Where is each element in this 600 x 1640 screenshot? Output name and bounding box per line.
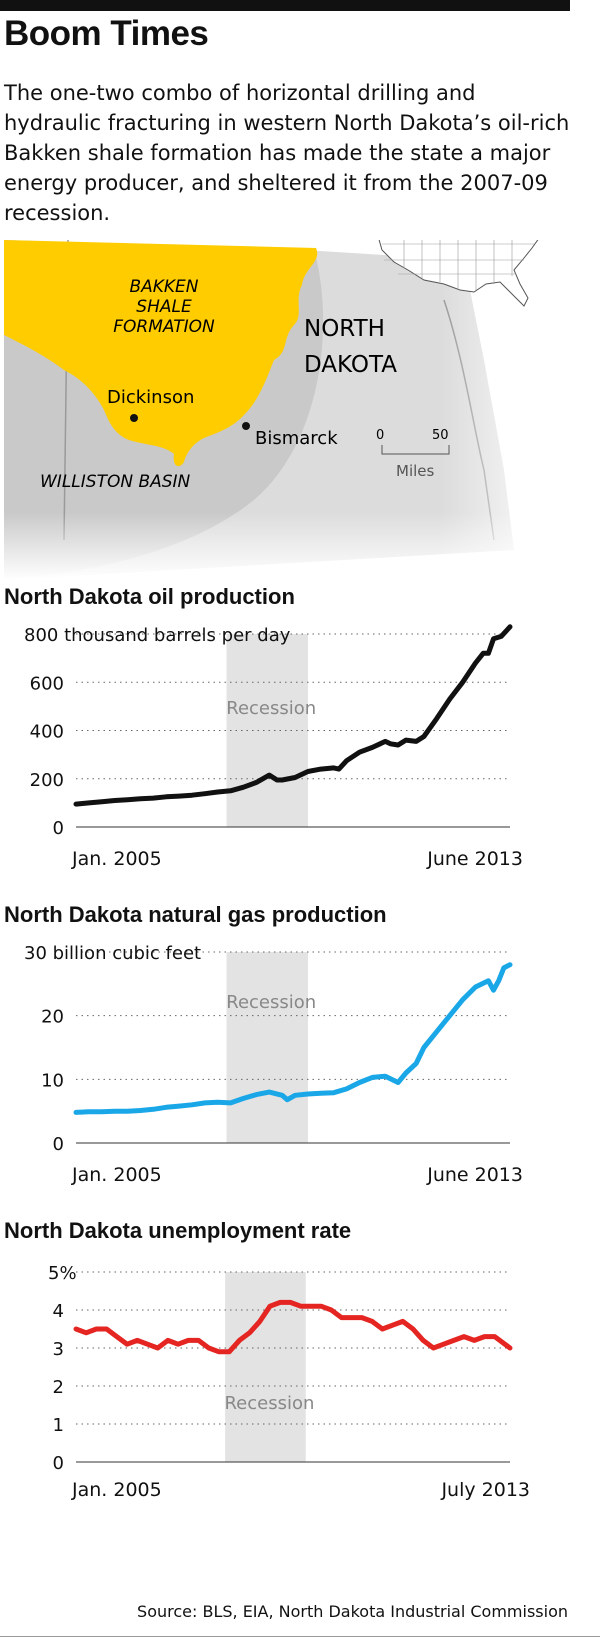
series-line [73,962,513,1115]
recession-band [226,634,308,827]
y-tick-label: 5% [48,1263,77,1284]
series-line [73,1299,513,1355]
formation-label-2: SHALE [136,297,192,317]
x-start-label: Jan. 2005 [71,848,162,870]
scale-bar: 0 50 Miles [376,428,450,480]
y-tick-label: 20 [41,1007,64,1028]
state-label-2: DAKOTA [304,352,397,378]
north-dakota-map: BAKKEN SHALE FORMATION NORTH DAKOTA Dick… [4,240,564,580]
page-title: Boom Times [4,14,209,53]
formation-label-1: BAKKEN [129,277,198,297]
x-end-label: July 2013 [440,1479,530,1501]
scale-end: 50 [432,428,449,443]
y-tick-label: 0 [53,818,64,839]
gas-chart-title: North Dakota natural gas production [4,902,387,927]
recession-band [226,952,308,1143]
recession-label: Recession [226,992,316,1013]
y-tick-label: 800 thousand barrels per day [24,625,291,646]
oil-production-chart: 0 200 400 600 800 thousand barrels per day Re… [24,624,523,870]
recession-label: Recession [224,1393,314,1414]
y-tick-label: 0 [53,1134,64,1155]
recession-label: Recession [226,698,316,719]
x-start-label: Jan. 2005 [71,1164,162,1186]
scale-unit: Miles [396,462,435,480]
y-tick-label: 0 [53,1453,64,1474]
y-tick-label: 600 [30,673,64,694]
dickinson-label: Dickinson [107,387,194,408]
state-label-1: NORTH [304,316,385,342]
us-outline [378,240,539,307]
intro-text: The one-two combo of horizontal drilling… [4,81,570,225]
unemployment-chart-title: North Dakota unemployment rate [4,1218,352,1243]
y-tick-label: 4 [53,1301,64,1322]
top-rule [0,0,570,11]
y-tick-label: 10 [41,1070,64,1091]
x-start-label: Jan. 2005 [71,1479,162,1501]
y-tick-label: 1 [53,1415,64,1436]
basin-label: WILLISTON BASIN [40,472,191,492]
oil-chart-title: North Dakota oil production [4,584,295,609]
y-tick-label: 30 billion cubic feet [24,943,201,964]
gas-production-chart: 0 10 20 30 billion cubic feet Recession Jan. … [24,943,523,1186]
y-tick-label: 2 [53,1377,64,1398]
series-line [73,624,513,807]
x-end-label: June 2013 [426,1164,523,1186]
y-tick-label: 3 [53,1339,64,1360]
source-note: Source: BLS, EIA, North Dakota Industria… [137,1602,568,1621]
dickinson-dot [130,414,138,422]
bismarck-label: Bismarck [255,428,338,449]
map-state-area [4,240,564,580]
recession-band [225,1272,306,1462]
y-tick-label: 200 [30,770,64,791]
unemployment-rate-chart: 0 1 2 3 4 5% Recession Jan. 2005 July 2013 [48,1263,530,1501]
x-end-label: June 2013 [426,848,523,870]
y-tick-label: 400 [30,722,64,743]
us-locator-map [378,240,539,307]
bismarck-dot [242,422,250,430]
bottom-rule [0,1636,600,1637]
scale-start: 0 [376,428,384,443]
formation-label-3: FORMATION [113,317,215,337]
